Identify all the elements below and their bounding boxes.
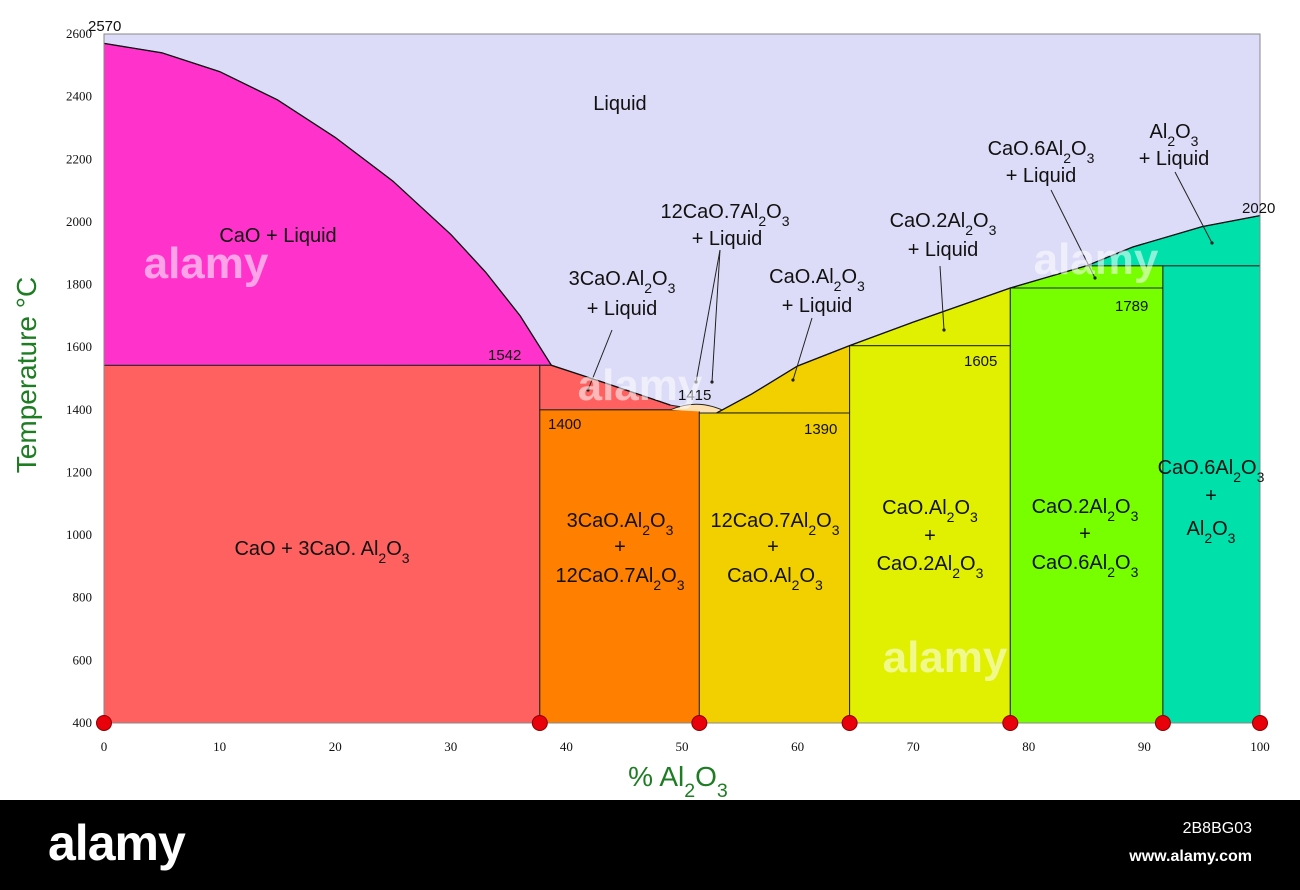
leader-line	[587, 329, 613, 391]
y-tick-label: 1200	[66, 464, 92, 479]
leader-dot	[1093, 276, 1097, 280]
region-label-cao-al2o3-liquid: CaO.Al2O3	[769, 266, 865, 294]
leader-line	[1174, 171, 1213, 244]
region-label-cao-6al2o3-liquid: + Liquid	[1006, 165, 1077, 187]
y-tick-label: 2600	[66, 26, 92, 41]
composition-marker	[841, 715, 858, 731]
region-label-3cao-al2o3-12cao-7al2o3: 3CaO.Al2O3	[567, 510, 674, 538]
temperature-label: 1415	[678, 387, 711, 404]
x-tick-label: 90	[1138, 739, 1151, 754]
temperature-label: 2020	[1242, 200, 1275, 217]
region-label-3cao-al2o3-liquid: 3CaO.Al2O3	[569, 268, 676, 296]
temperature-label: 1605	[964, 353, 997, 370]
leader-line	[939, 265, 945, 331]
x-tick-label: 40	[560, 739, 573, 754]
temperature-label: 1789	[1115, 298, 1148, 315]
temperature-label: 1390	[804, 421, 837, 438]
composition-marker	[1252, 715, 1268, 731]
temperature-label: 1400	[548, 416, 581, 433]
region-label-3cao-al2o3-12cao-7al2o3: 12CaO.7Al2O3	[555, 565, 684, 593]
composition-marker	[1002, 715, 1019, 731]
region-label-liquid: Liquid	[593, 93, 646, 115]
region-label-cao-2al2o3-cao-6al2o3: CaO.2Al2O3	[1032, 496, 1139, 524]
region-label-cao-2al2o3-cao-6al2o3: +	[1079, 523, 1091, 545]
alamy-logo: alamy	[48, 815, 186, 871]
x-tick-label: 0	[101, 739, 108, 754]
liquidus-curve-right	[716, 214, 1261, 414]
region-label-cao-6al2o3-al2o3: CaO.6Al2O3	[1158, 457, 1265, 485]
x-tick-label: 30	[444, 739, 457, 754]
watermark-text: alamy	[144, 239, 269, 288]
leader-dot	[791, 378, 795, 382]
leader-dot	[694, 380, 698, 384]
x-tick-label: 70	[907, 739, 920, 754]
region-label-cao-2al2o3-liquid: CaO.2Al2O3	[890, 210, 997, 238]
leader-dot	[586, 388, 590, 392]
composition-marker	[531, 715, 548, 731]
region-label-cao-al2o3-cao-2al2o3: +	[924, 525, 936, 547]
y-tick-label: 800	[73, 590, 93, 605]
x-tick-label: 10	[213, 739, 226, 754]
temperature-label: 2570	[88, 18, 121, 35]
leader-line	[1050, 189, 1096, 279]
x-tick-label: 50	[676, 739, 689, 754]
y-axis-title: Temperature °C	[11, 277, 42, 473]
image-id: 2B8BG03	[1182, 820, 1252, 837]
liquidus-curve-left	[103, 42, 671, 406]
leader-dot	[1210, 241, 1214, 245]
x-tick-label: 20	[329, 739, 342, 754]
y-tick-label: 1400	[66, 402, 92, 417]
region-label-12cao-7al2o3-cao-al2o3: +	[767, 536, 779, 558]
region-label-3cao-al2o3-12cao-7al2o3: +	[614, 536, 626, 558]
watermark-text: alamy	[1034, 235, 1159, 284]
region-label-cao-6al2o3-al2o3: +	[1205, 485, 1217, 507]
site-url: www.alamy.com	[1129, 848, 1252, 865]
y-tick-label: 1800	[66, 277, 92, 292]
y-tick-label: 2400	[66, 89, 92, 104]
leader-line	[711, 249, 721, 383]
x-axis-title: % Al2O3	[628, 761, 728, 800]
region-label-cao-liquid: CaO + Liquid	[219, 225, 336, 247]
watermark-text: alamy	[578, 361, 703, 410]
leader-line	[792, 317, 813, 381]
region-label-cao-2al2o3-cao-6al2o3: CaO.6Al2O3	[1032, 552, 1139, 580]
region-label-cao-3cao-al2o3: CaO + 3CaO. Al2O3	[234, 538, 409, 566]
plot-frame	[103, 33, 1261, 724]
region-label-cao-2al2o3-liquid: + Liquid	[908, 239, 979, 261]
temperature-label: 1542	[488, 347, 521, 364]
region-label-12cao-7al2o3-liquid: 12CaO.7Al2O3	[660, 201, 789, 229]
region-label-cao-6al2o3-liquid: CaO.6Al2O3	[988, 138, 1095, 166]
phase-diagram-chart: 0 10 20 30 40 50 60 70 80 90 100 400 600 800 1000 1200 1…	[11, 18, 1275, 800]
y-tick-label: 1000	[66, 527, 92, 542]
leader-dot	[710, 380, 714, 384]
x-tick-label: 60	[791, 739, 804, 754]
region-label-al2o3-liquid: + Liquid	[1139, 148, 1210, 170]
composition-marker	[1154, 715, 1171, 731]
region-label-cao-6al2o3-al2o3: Al2O3	[1187, 518, 1236, 546]
y-tick-label: 600	[73, 652, 93, 667]
region-label-cao-al2o3-cao-2al2o3: CaO.Al2O3	[882, 497, 978, 525]
stock-footer-bar: alamy 2B8BG03 www.alamy.com	[0, 800, 1300, 890]
y-tick-label: 2000	[66, 214, 92, 229]
region-label-3cao-al2o3-liquid: + Liquid	[587, 298, 658, 320]
region-label-al2o3-liquid: Al2O3	[1150, 121, 1199, 149]
leader-dot	[942, 328, 946, 332]
y-tick-label: 1600	[66, 339, 92, 354]
region-label-cao-al2o3-cao-2al2o3: CaO.2Al2O3	[877, 553, 984, 581]
region-label-12cao-7al2o3-cao-al2o3: CaO.Al2O3	[727, 565, 823, 593]
region-label-cao-al2o3-liquid: + Liquid	[782, 295, 853, 317]
composition-marker	[96, 715, 112, 731]
composition-marker	[691, 715, 708, 731]
leader-line	[695, 249, 721, 383]
watermark-text: alamy	[883, 633, 1008, 682]
region-label-12cao-7al2o3-cao-al2o3: 12CaO.7Al2O3	[710, 510, 839, 538]
x-tick-label: 80	[1022, 739, 1035, 754]
y-tick-label: 2200	[66, 151, 92, 166]
region-label-12cao-7al2o3-liquid: + Liquid	[692, 228, 763, 250]
x-tick-label: 100	[1250, 739, 1270, 754]
y-tick-label: 400	[73, 715, 93, 730]
